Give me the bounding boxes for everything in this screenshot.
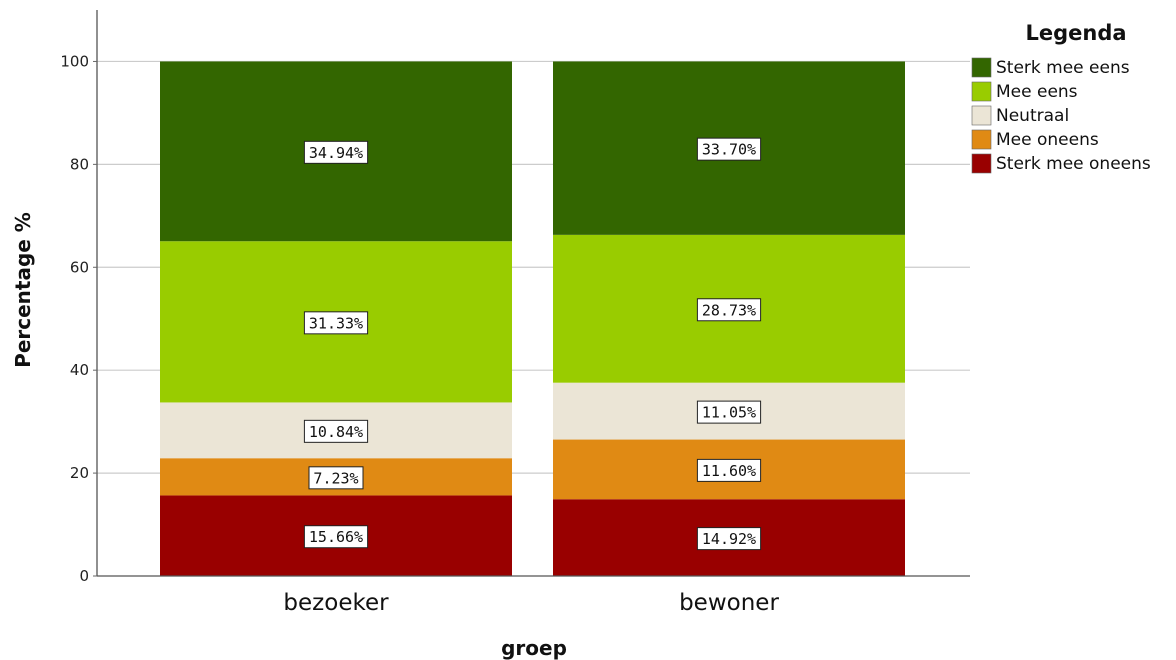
y-tick-label: 20 xyxy=(70,464,89,482)
data-label: 7.23% xyxy=(313,469,358,487)
legend: Legenda Sterk mee eens Mee eens Neutraal Me… xyxy=(971,21,1151,174)
legend-label: Mee eens xyxy=(996,82,1078,102)
legend-label: Mee oneens xyxy=(996,130,1099,150)
y-axis-title: Percentage % xyxy=(11,212,35,368)
x-category-label: bewoner xyxy=(679,590,779,616)
data-label-box xyxy=(696,298,762,322)
data-label-box xyxy=(303,311,369,335)
data-label-box xyxy=(696,527,762,551)
data-label: 28.73% xyxy=(702,301,756,319)
data-labels: 15.66% 7.23% 10.84% 31.33% 34.94% 14.92% 11.60… xyxy=(303,137,762,551)
y-tick-label: 80 xyxy=(70,155,89,173)
data-label: 14.92% xyxy=(702,530,756,548)
legend-swatch xyxy=(971,57,992,78)
data-label: 34.94% xyxy=(309,144,363,162)
data-label: 11.05% xyxy=(702,404,756,422)
x-category-labels: bezoeker bewoner xyxy=(283,590,779,616)
data-label-box xyxy=(696,458,762,482)
legend-swatch xyxy=(971,129,992,150)
legend-label: Sterk mee oneens xyxy=(996,154,1151,174)
legend-title: Legenda xyxy=(1025,21,1126,45)
y-tick-labels: 0 20 40 60 80 100 xyxy=(60,52,97,585)
data-label-box xyxy=(303,525,369,549)
data-label-box xyxy=(303,140,369,164)
bar-segments xyxy=(160,61,905,576)
y-tick-label: 60 xyxy=(70,258,89,276)
data-label-box xyxy=(696,400,762,424)
data-label: 15.66% xyxy=(309,528,363,546)
data-label: 11.60% xyxy=(702,462,756,480)
y-tick-label: 0 xyxy=(79,567,89,585)
data-label-box xyxy=(303,419,369,443)
data-label-box xyxy=(308,466,364,490)
legend-swatch xyxy=(971,105,992,126)
x-axis-title: groep xyxy=(501,636,567,660)
axes xyxy=(96,10,970,577)
data-label: 33.70% xyxy=(702,141,756,159)
y-tick-label: 100 xyxy=(60,52,89,70)
data-label: 10.84% xyxy=(309,423,363,441)
legend-label: Neutraal xyxy=(996,106,1069,126)
y-tick-label: 40 xyxy=(70,361,89,379)
data-label: 31.33% xyxy=(309,314,363,332)
data-label-box xyxy=(696,137,762,161)
x-category-label: bezoeker xyxy=(283,590,389,616)
legend-swatch xyxy=(971,153,992,174)
legend-swatch xyxy=(971,81,992,102)
legend-label: Sterk mee eens xyxy=(996,58,1130,78)
